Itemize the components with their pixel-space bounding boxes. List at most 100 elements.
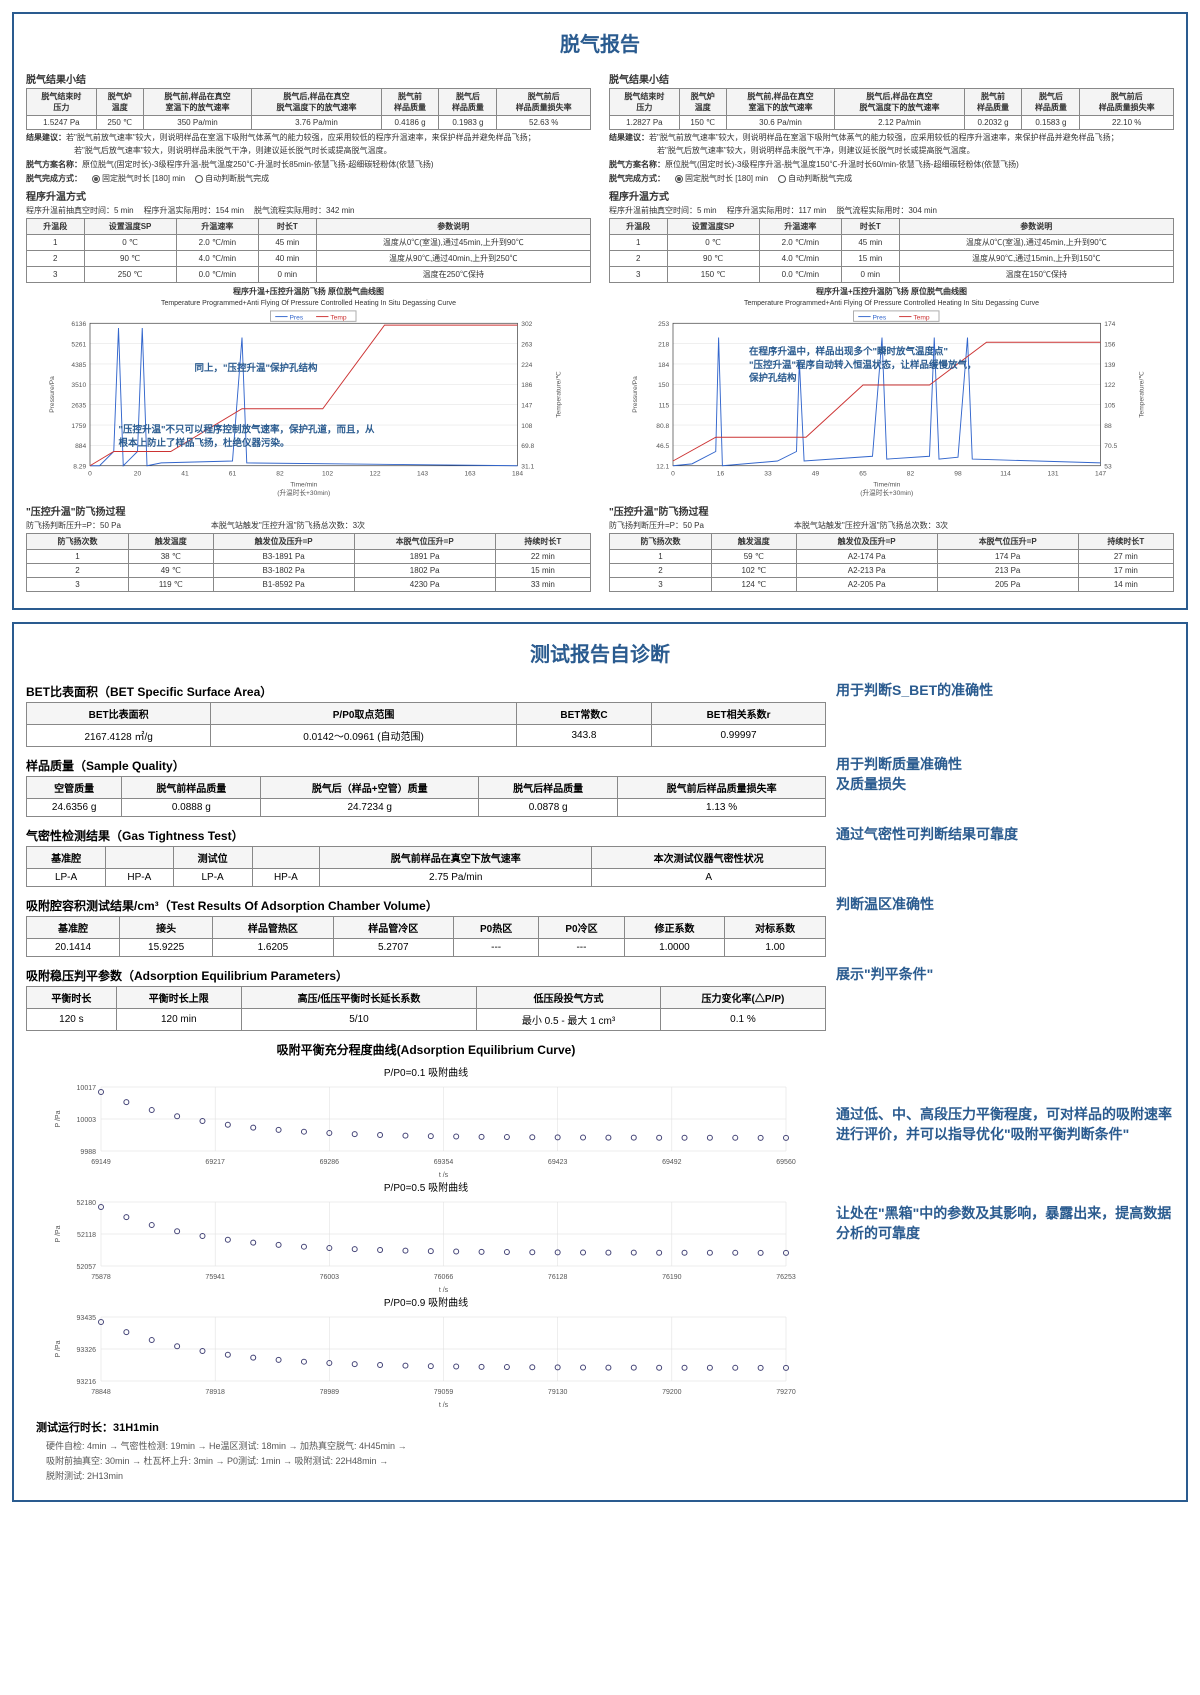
anti-head-r: "压控升温"防飞扬过程 [609, 503, 1174, 518]
mode-opt2: 自动判断脱气完成 [205, 174, 269, 183]
vol-title: 吸附腔容积测试结果/cm³（Test Results Of Adsorption… [26, 897, 826, 914]
radio-auto-icon-r[interactable] [778, 175, 786, 183]
svg-text:46.5: 46.5 [656, 443, 669, 450]
svg-text:75878: 75878 [91, 1274, 111, 1281]
svg-text:224: 224 [521, 362, 532, 369]
degas-report-panel: 脱气报告 脱气结果小结 脱气结束时 压力脱气炉 温度脱气前,样品在真空 室温下的… [12, 12, 1188, 610]
svg-text:93435: 93435 [77, 1315, 97, 1322]
mode-label-r: 脱气完成方式： [609, 173, 665, 184]
svg-text:根本上防止了样品飞扬，杜绝仪器污染。: 根本上防止了样品飞扬，杜绝仪器污染。 [119, 437, 290, 449]
svg-text:98: 98 [954, 470, 962, 477]
mode-opt2-r: 自动判断脱气完成 [788, 174, 852, 183]
radio-fixed-icon[interactable] [92, 175, 100, 183]
svg-text:在程序升温中，样品出现多个"瞬时放气温度点": 在程序升温中，样品出现多个"瞬时放气温度点" [749, 346, 948, 358]
svg-text:143: 143 [417, 470, 428, 477]
anti-pressure-r: 防飞扬判断压升=P：50 Pa [609, 520, 704, 531]
result-label-r: 结果建议： [609, 133, 649, 142]
self-diag-panel: 测试报告自诊断 BET比表面积（BET Specific Surface Are… [12, 622, 1188, 1502]
svg-text:61: 61 [229, 470, 237, 477]
svg-text:69149: 69149 [91, 1159, 111, 1166]
svg-text:70.5: 70.5 [1104, 443, 1117, 450]
bet-note: 用于判断S_BET的准确性 [836, 677, 1174, 701]
anti-table-right: 防飞扬次数触发温度触发位及压升=P本脱气位压升=P持续时长T159 ℃A2-17… [609, 533, 1174, 592]
svg-text:76003: 76003 [320, 1274, 340, 1281]
blackbox-note: 让处在"黑箱"中的参数及其影响，暴露出来，提高数据分析的可靠度 [836, 1204, 1174, 1243]
svg-text:6136: 6136 [71, 321, 86, 328]
svg-text:P /Pa: P /Pa [55, 1341, 62, 1358]
steps-table-right: 升温段设置温度SP升温速率时长T参数说明10 ℃2.0 ℃/min45 min温… [609, 218, 1174, 283]
chart-cn-r: 程序升温+压控升温防飞扬 原位脱气曲线图 [609, 286, 1174, 297]
svg-text:122: 122 [1104, 382, 1115, 389]
svg-text:78848: 78848 [91, 1389, 111, 1396]
mode-label: 脱气完成方式： [26, 173, 82, 184]
svg-text:Temp: Temp [330, 315, 347, 322]
svg-text:884: 884 [75, 443, 86, 450]
mode-opt1: 固定脱气时长 [180] min [102, 174, 185, 183]
steps-table-left: 升温段设置温度SP升温速率时长T参数说明10 ℃2.0 ℃/min45 min温… [26, 218, 591, 283]
svg-text:253: 253 [658, 321, 669, 328]
svg-text:263: 263 [521, 342, 532, 349]
eq-chart-2: 9343593326932167884878918789897905979130… [46, 1309, 806, 1409]
svg-text:52118: 52118 [77, 1232, 96, 1239]
svg-text:79200: 79200 [662, 1389, 682, 1396]
svg-text:78918: 78918 [205, 1389, 225, 1396]
svg-text:(升温时长+30min): (升温时长+30min) [860, 488, 913, 497]
runtime-line-2: 脱附测试: 2H13min [46, 1469, 1174, 1482]
left-col: 脱气结果小结 脱气结束时 压力脱气炉 温度脱气前,样品在真空 室温下的放气速率脱… [26, 67, 591, 592]
heat-time-r: 程序升温实际用时：117 min [727, 205, 827, 216]
svg-text:20: 20 [134, 470, 142, 477]
eq-sub-1: P/P0=0.5 吸附曲线 [26, 1179, 826, 1194]
svg-text:79059: 79059 [434, 1389, 454, 1396]
plan-text-r: 原位脱气(固定时长)-3级程序升温-脱气温度150℃-升温时长60/min-依慧… [665, 160, 1019, 169]
svg-text:9988: 9988 [80, 1149, 96, 1156]
eq-title: 吸附稳压判平参数（Adsorption Equilibrium Paramete… [26, 967, 826, 984]
svg-text:P /Pa: P /Pa [55, 1226, 62, 1243]
svg-text:79130: 79130 [548, 1389, 568, 1396]
eq-sub-2: P/P0=0.9 吸附曲线 [26, 1294, 826, 1309]
svg-text:Time/min: Time/min [873, 482, 900, 489]
svg-text:31.1: 31.1 [521, 464, 534, 471]
svg-text:218: 218 [658, 342, 669, 349]
svg-text:保护孔结构: 保护孔结构 [748, 372, 797, 384]
eq-chart-1: 5218052118520577587875941760037606676128… [46, 1194, 806, 1294]
svg-text:Pres: Pres [873, 315, 887, 322]
svg-text:102: 102 [322, 470, 333, 477]
heat-time-l: 程序升温实际用时：154 min [144, 205, 244, 216]
summary-head: 脱气结果小结 [26, 71, 591, 86]
svg-text:"压控升温"不只可以程序控制放气速率，保护孔道，而且，从: "压控升温"不只可以程序控制放气速率，保护孔道，而且，从 [119, 424, 376, 436]
summary-head-r: 脱气结果小结 [609, 71, 1174, 86]
svg-text:t /s: t /s [439, 1172, 449, 1179]
bet-title: BET比表面积（BET Specific Surface Area） [26, 683, 826, 700]
radio-fixed-icon-r[interactable] [675, 175, 683, 183]
runtime-line-0: 硬件自检: 4min → 气密性检测: 19min → He温区测试: 18mi… [46, 1439, 1174, 1452]
vol-note: 判断温区准确性 [836, 891, 1174, 915]
svg-text:108: 108 [521, 423, 532, 430]
svg-text:8.29: 8.29 [73, 464, 86, 471]
runtime-title: 测试运行时长：31H1min [36, 1419, 1174, 1435]
svg-text:76066: 76066 [434, 1274, 454, 1281]
radio-auto-icon[interactable] [195, 175, 203, 183]
svg-text:131: 131 [1047, 470, 1058, 477]
gas-title: 气密性检测结果（Gas Tightness Test） [26, 827, 826, 844]
svg-text:302: 302 [521, 321, 532, 328]
svg-text:78989: 78989 [320, 1389, 340, 1396]
svg-text:Time/min: Time/min [290, 482, 317, 489]
svg-text:5261: 5261 [71, 342, 86, 349]
svg-text:Pressure/Pa: Pressure/Pa [49, 376, 56, 413]
svg-text:Pressure/Pa: Pressure/Pa [632, 376, 639, 413]
svg-text:147: 147 [521, 403, 532, 410]
svg-text:16: 16 [717, 470, 725, 477]
heat-mode-head-r: 程序升温方式 [609, 188, 1174, 203]
panel1-title: 脱气报告 [26, 28, 1174, 57]
svg-text:33: 33 [764, 470, 772, 477]
degas-chart-right: 25317421815618413915012211510580.88846.5… [609, 309, 1174, 499]
chart-en-r: Temperature Programmed+Anti Flying Of Pr… [609, 300, 1174, 307]
mode-opt1-r: 固定脱气时长 [180] min [685, 174, 768, 183]
vol-table: 基准腔接头样品管热区样品管冷区P0热区P0冷区修正系数对标系数20.141415… [26, 916, 826, 957]
svg-text:75941: 75941 [205, 1274, 225, 1281]
chart-en-l: Temperature Programmed+Anti Flying Of Pr… [26, 300, 591, 307]
summary-table-right: 脱气结束时 压力脱气炉 温度脱气前,样品在真空 室温下的放气速率脱气后,样品在真… [609, 88, 1174, 130]
svg-text:139: 139 [1104, 362, 1115, 369]
svg-text:69492: 69492 [662, 1159, 682, 1166]
right-col: 脱气结果小结 脱气结束时 压力脱气炉 温度脱气前,样品在真空 室温下的放气速率脱… [609, 67, 1174, 592]
